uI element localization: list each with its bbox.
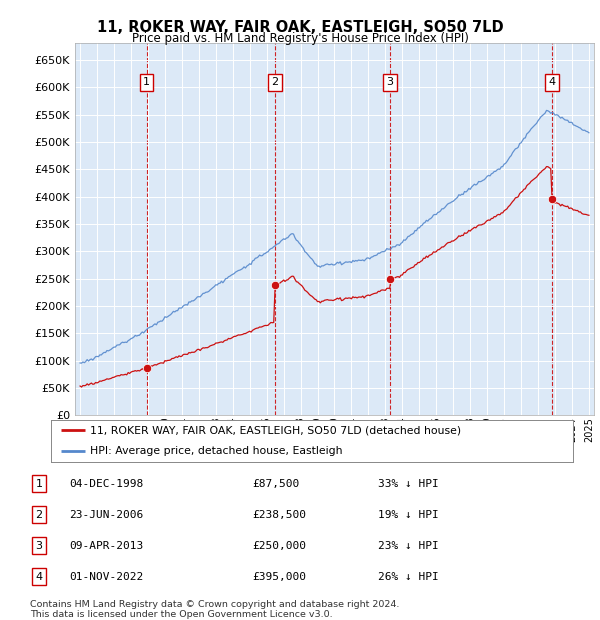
Text: 2: 2 xyxy=(271,78,278,87)
Text: 23-JUN-2006: 23-JUN-2006 xyxy=(69,510,143,520)
Text: 23% ↓ HPI: 23% ↓ HPI xyxy=(378,541,439,551)
Text: £250,000: £250,000 xyxy=(252,541,306,551)
Text: 4: 4 xyxy=(548,78,556,87)
Text: 11, ROKER WAY, FAIR OAK, EASTLEIGH, SO50 7LD (detached house): 11, ROKER WAY, FAIR OAK, EASTLEIGH, SO50… xyxy=(90,425,461,435)
Text: £395,000: £395,000 xyxy=(252,572,306,582)
Text: 4: 4 xyxy=(35,572,43,582)
Text: This data is licensed under the Open Government Licence v3.0.: This data is licensed under the Open Gov… xyxy=(30,610,332,619)
Text: 09-APR-2013: 09-APR-2013 xyxy=(69,541,143,551)
Text: 19% ↓ HPI: 19% ↓ HPI xyxy=(378,510,439,520)
Text: HPI: Average price, detached house, Eastleigh: HPI: Average price, detached house, East… xyxy=(90,446,343,456)
Text: 1: 1 xyxy=(143,78,150,87)
Text: 33% ↓ HPI: 33% ↓ HPI xyxy=(378,479,439,489)
Text: 04-DEC-1998: 04-DEC-1998 xyxy=(69,479,143,489)
Text: 3: 3 xyxy=(35,541,43,551)
Text: 11, ROKER WAY, FAIR OAK, EASTLEIGH, SO50 7LD: 11, ROKER WAY, FAIR OAK, EASTLEIGH, SO50… xyxy=(97,20,503,35)
Text: 1: 1 xyxy=(35,479,43,489)
Text: £87,500: £87,500 xyxy=(252,479,299,489)
Text: £238,500: £238,500 xyxy=(252,510,306,520)
Text: 2: 2 xyxy=(35,510,43,520)
Text: 3: 3 xyxy=(386,78,394,87)
Text: Price paid vs. HM Land Registry's House Price Index (HPI): Price paid vs. HM Land Registry's House … xyxy=(131,32,469,45)
Text: 26% ↓ HPI: 26% ↓ HPI xyxy=(378,572,439,582)
Text: 01-NOV-2022: 01-NOV-2022 xyxy=(69,572,143,582)
Text: Contains HM Land Registry data © Crown copyright and database right 2024.: Contains HM Land Registry data © Crown c… xyxy=(30,600,400,609)
